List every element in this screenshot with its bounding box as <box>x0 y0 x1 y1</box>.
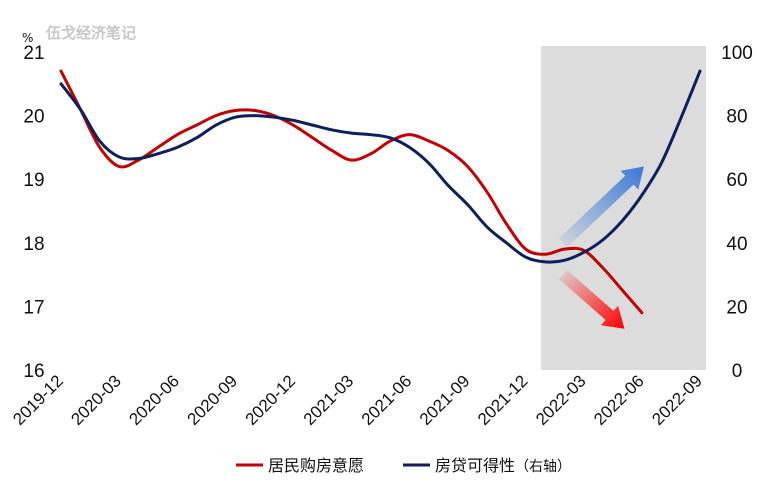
x-tick-label: 2020-03 <box>67 371 125 429</box>
x-tick-label: 2021-12 <box>474 371 532 429</box>
x-tick-label: 2021-09 <box>416 371 474 429</box>
legend-label-series2: 房贷可得性（右轴） <box>435 456 571 475</box>
x-tick-label: 2020-06 <box>125 371 183 429</box>
legend-label-series1: 居民购房意愿 <box>268 456 364 475</box>
arrow-down <box>559 270 625 329</box>
left-tick-label: 20 <box>23 107 44 128</box>
right-tick-label: 80 <box>726 107 747 128</box>
x-tick-label: 2022-03 <box>532 371 590 429</box>
legend: 居民购房意愿 房贷可得性（右轴） <box>236 456 571 475</box>
x-tick-label: 2022-09 <box>648 371 706 429</box>
series-line-1 <box>59 69 644 315</box>
left-axis-unit: % <box>22 31 33 45</box>
right-tick-label: 40 <box>726 234 747 255</box>
watermark: 伍戈经济笔记 <box>45 24 136 42</box>
right-tick-label: 100 <box>721 43 753 64</box>
right-tick-label: 0 <box>732 361 743 382</box>
legend-label-series2-suffix: （右轴） <box>515 459 571 475</box>
arrow-up <box>559 166 644 248</box>
x-tick-label: 2021-06 <box>358 371 416 429</box>
x-axis: 2019-12 2020-03 2020-06 2020-09 2020-12 2021-… <box>9 371 706 429</box>
left-axis: 16 17 18 19 20 21 <box>23 43 44 382</box>
left-tick-label: 19 <box>23 170 44 191</box>
series-lines <box>59 69 702 315</box>
series-line-2 <box>59 69 702 264</box>
right-tick-label: 60 <box>726 170 747 191</box>
left-tick-label: 21 <box>23 43 44 64</box>
left-tick-label: 18 <box>23 234 44 255</box>
trend-arrows <box>559 166 644 329</box>
legend-label-series2-main: 房贷可得性 <box>435 456 515 475</box>
x-tick-label: 2022-06 <box>590 371 648 429</box>
x-tick-label: 2021-03 <box>300 371 358 429</box>
left-tick-label: 17 <box>23 297 44 318</box>
x-tick-label: 2020-09 <box>184 371 242 429</box>
shaded-period <box>541 46 706 370</box>
right-tick-label: 20 <box>726 297 747 318</box>
right-axis: 0 20 40 60 80 100 <box>721 43 753 382</box>
left-tick-label: 16 <box>23 361 44 382</box>
x-tick-label: 2020-12 <box>242 371 300 429</box>
